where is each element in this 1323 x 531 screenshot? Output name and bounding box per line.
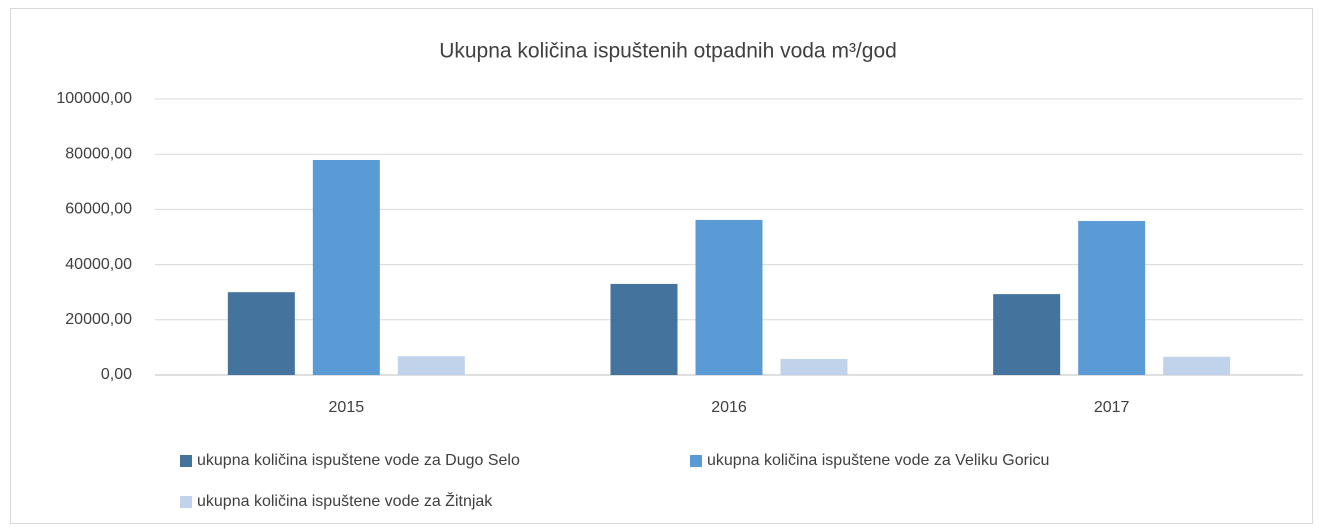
bar <box>780 358 848 375</box>
y-tick-label: 100000,00 <box>56 90 132 107</box>
bar <box>397 356 465 375</box>
legend-label: ukupna količina ispuštene vode za Dugo S… <box>197 452 520 469</box>
bar <box>1163 356 1231 375</box>
y-tick-label: 60000,00 <box>65 201 132 218</box>
y-tick-label: 40000,00 <box>65 256 132 273</box>
bar <box>1078 220 1146 375</box>
chart-title: Ukupna količina ispuštenih otpadnih voda… <box>439 40 897 63</box>
legend-label: ukupna količina ispuštene vode za Žitnja… <box>197 491 493 510</box>
x-tick-label: 2015 <box>329 399 365 416</box>
bar <box>227 292 295 375</box>
x-tick-label: 2016 <box>711 399 747 416</box>
x-tick-label: 2017 <box>1094 399 1130 416</box>
bar <box>993 294 1061 375</box>
legend-swatch <box>690 455 702 467</box>
bar <box>610 283 678 375</box>
legend-swatch <box>180 455 192 467</box>
legend-label: ukupna količina ispuštene vode za Veliku… <box>707 452 1049 469</box>
y-tick-label: 20000,00 <box>65 311 132 328</box>
y-tick-label: 0,00 <box>101 366 132 383</box>
legend-swatch <box>180 496 192 508</box>
y-tick-label: 80000,00 <box>65 145 132 162</box>
bar <box>312 159 380 375</box>
bar <box>695 219 763 375</box>
